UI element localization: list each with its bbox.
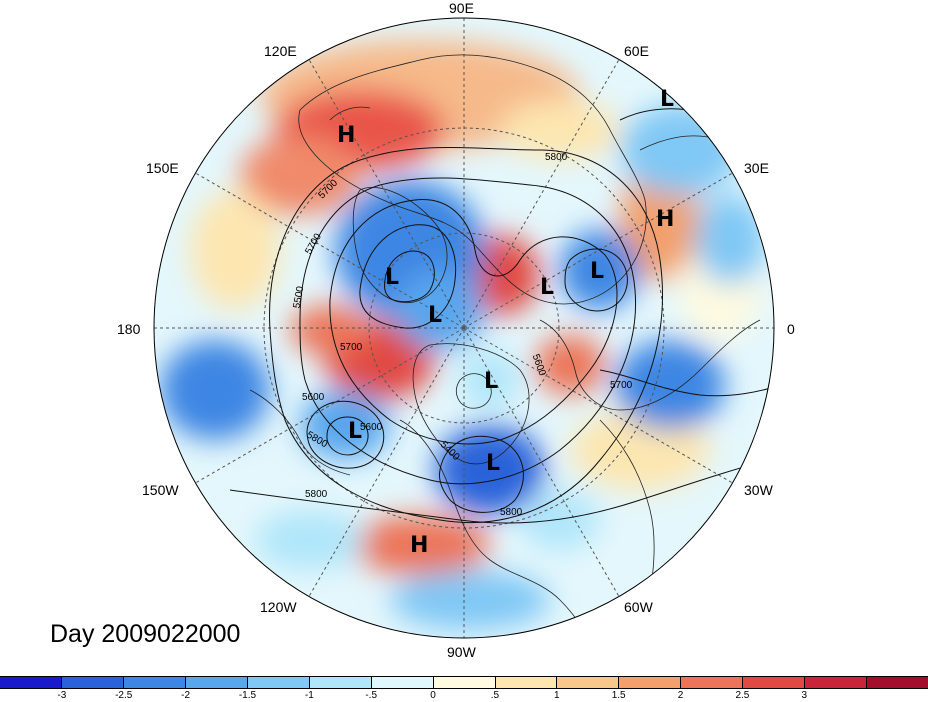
colorbar-tick-label: 1	[554, 690, 560, 701]
lon-label-0: 0	[787, 321, 795, 337]
contour-label: 5700	[340, 342, 363, 353]
colorbar-box	[309, 677, 372, 688]
colorbar-tick-label: 3	[801, 690, 808, 701]
colorbar-box	[805, 677, 868, 688]
pressure-center-low: L	[348, 419, 362, 444]
colorbar	[0, 676, 928, 689]
day-label: Day 2009022000	[50, 620, 241, 648]
lon-label-90w: 90W	[447, 644, 476, 660]
lon-label-60w: 60W	[624, 599, 653, 615]
colorbar-tick-label: 2.5	[735, 690, 750, 701]
contour-label: 5800	[500, 507, 523, 518]
lon-label-120e: 120E	[264, 43, 297, 59]
colorbar-box	[495, 677, 558, 688]
colorbar-box	[557, 677, 620, 688]
colorbar-box	[247, 677, 310, 688]
colorbar-tick-label: 0	[430, 690, 436, 701]
lon-label-120w: 120W	[260, 599, 297, 615]
colorbar-box	[185, 677, 248, 688]
colorbar-tick-label: 2	[677, 690, 684, 701]
pressure-center-low: L	[428, 303, 442, 328]
pressure-center-low: L	[590, 259, 604, 284]
colorbar-box	[743, 677, 806, 688]
lon-label-30w: 30W	[744, 482, 773, 498]
colorbar-tick-label: -1.5	[238, 690, 257, 701]
pressure-center-low: L	[486, 451, 500, 476]
pressure-center-low: L	[660, 87, 674, 112]
pressure-center-low: L	[385, 265, 399, 290]
colorbar-box	[371, 677, 434, 688]
colorbar-tick-label: .5	[490, 690, 500, 701]
colorbar-box	[61, 677, 124, 688]
lon-label-180: 180	[117, 321, 141, 337]
colorbar-box	[0, 677, 62, 688]
contour-label: 5700	[610, 380, 633, 391]
pressure-centers: H H H L L L L L L L L	[337, 87, 674, 558]
contour-label: 5500	[292, 285, 307, 309]
map-border	[153, 17, 775, 639]
colorbar-tick-label: -2	[181, 690, 191, 701]
graticule	[154, 18, 774, 638]
pressure-center-low: L	[484, 369, 498, 394]
contour-label: 5800	[545, 152, 568, 163]
pressure-center-high: H	[337, 123, 355, 148]
height-contours	[229, 108, 774, 524]
colorbar-box	[619, 677, 682, 688]
colorbar-box	[867, 677, 928, 688]
pressure-center-high: H	[656, 207, 674, 232]
lon-label-60e: 60E	[624, 43, 649, 59]
colorbar-box	[123, 677, 186, 688]
colorbar-tick-label: -.5	[365, 690, 378, 701]
colorbar-tick-label: -3	[57, 690, 67, 701]
colorbar-box	[433, 677, 496, 688]
colorbar-tick-label: -2.5	[115, 690, 133, 701]
contour-label: 5600	[302, 392, 325, 403]
pressure-center-high: H	[410, 533, 428, 558]
lon-label-150e: 150E	[146, 160, 179, 176]
lon-label-90e: 90E	[449, 0, 474, 16]
coastlines	[249, 54, 771, 638]
polar-map: 5800 5700 5500 5700 5600 5800 5400 5800 …	[153, 17, 775, 639]
colorbar-tick-label: 1.5	[611, 690, 626, 701]
colorbar-box	[681, 677, 744, 688]
contour-label: 5800	[305, 489, 328, 500]
contour-label: 5600	[360, 422, 383, 433]
colorbar-tick-label: -1	[304, 690, 314, 701]
lon-label-30e: 30E	[744, 160, 769, 176]
pressure-center-low: L	[540, 275, 554, 300]
lon-label-150w: 150W	[142, 482, 179, 498]
